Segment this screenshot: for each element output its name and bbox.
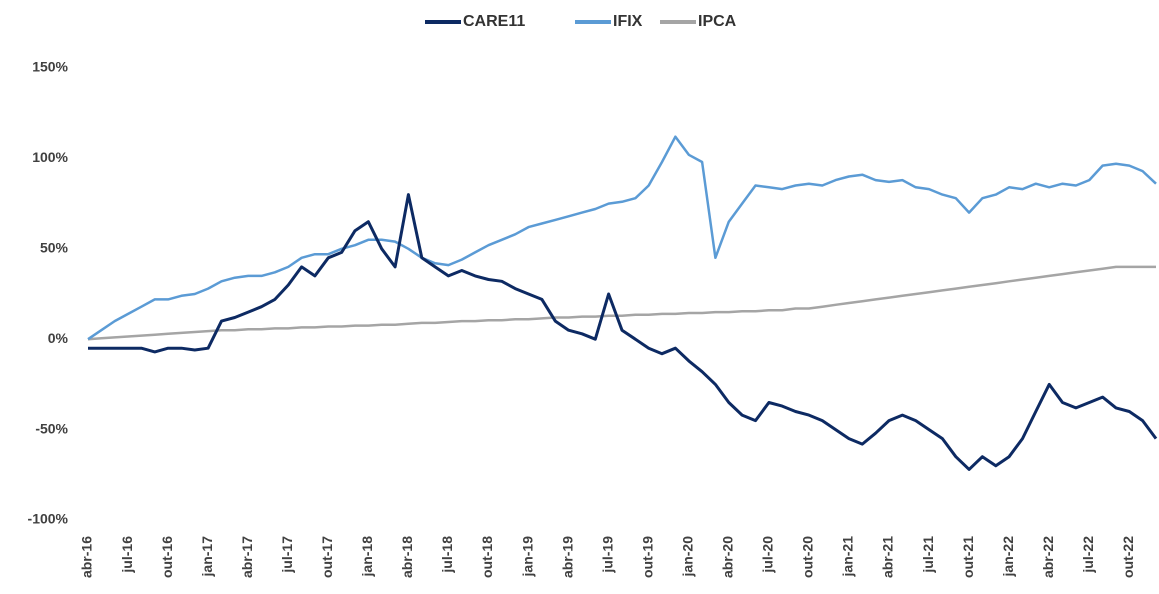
- x-tick-label: abr-17: [239, 536, 255, 578]
- x-tick-label: out-20: [800, 536, 816, 578]
- x-tick-label: abr-16: [79, 536, 95, 578]
- x-tick-label: out-18: [479, 536, 495, 578]
- x-tick-label: abr-22: [1040, 536, 1056, 578]
- x-tick-label: jul-20: [760, 536, 776, 574]
- x-tick-label: jan-20: [679, 536, 695, 578]
- x-tick-label: abr-21: [880, 536, 896, 578]
- x-tick-label: jan-17: [199, 536, 215, 578]
- x-tick-label: jul-21: [920, 536, 936, 574]
- y-tick-label: 150%: [32, 59, 68, 75]
- x-tick-label: out-17: [319, 536, 335, 578]
- x-tick-label: jul-17: [279, 536, 295, 574]
- x-tick-label: out-19: [639, 536, 655, 578]
- x-tick-label: jan-22: [1000, 536, 1016, 578]
- x-tick-label: out-22: [1120, 536, 1136, 578]
- x-tick-label: abr-20: [720, 536, 736, 578]
- x-tick-label: jul-18: [439, 536, 455, 574]
- x-tick-label: jan-18: [359, 536, 375, 578]
- x-tick-label: out-16: [159, 536, 175, 578]
- x-tick-label: abr-19: [559, 536, 575, 578]
- y-tick-label: 100%: [32, 149, 68, 165]
- y-tick-label: -50%: [35, 420, 68, 436]
- y-tick-label: 0%: [48, 330, 69, 346]
- x-tick-label: abr-18: [399, 536, 415, 578]
- x-tick-label: jul-16: [119, 536, 135, 574]
- x-tick-label: jan-21: [840, 536, 856, 578]
- y-tick-label: -100%: [28, 511, 69, 527]
- x-tick-label: out-21: [960, 536, 976, 578]
- series-line: [87, 265, 1156, 341]
- x-tick-label: jul-19: [599, 536, 615, 574]
- y-tick-label: 50%: [40, 240, 69, 256]
- series-line: [87, 135, 1157, 341]
- x-tick-label: jan-19: [519, 536, 535, 578]
- legend-label: CARE11: [463, 13, 525, 30]
- legend-label: IPCA: [698, 13, 737, 30]
- x-tick-label: jul-22: [1080, 536, 1096, 574]
- series-line: [88, 193, 1158, 471]
- legend-label: IFIX: [613, 13, 643, 30]
